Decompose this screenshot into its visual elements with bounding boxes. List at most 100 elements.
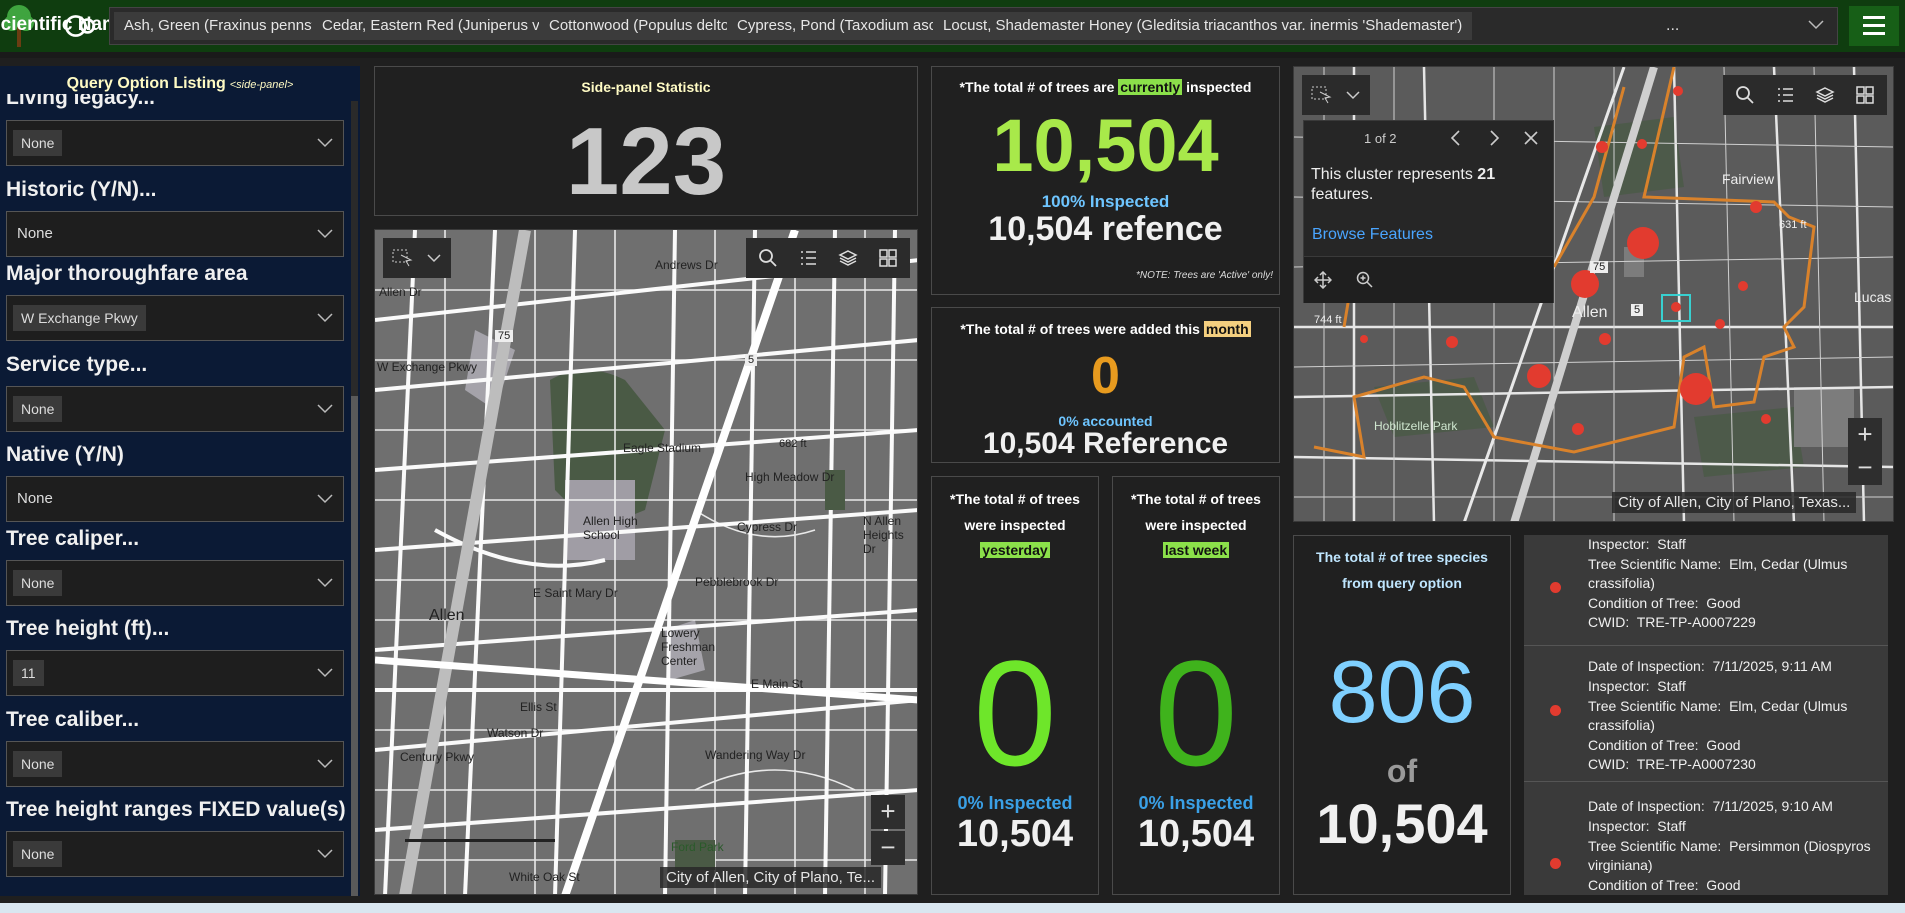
list-item[interactable]: Date of Inspection: 7/11/2025, 9:11 AM I… <box>1524 651 1888 782</box>
header-shadow <box>0 52 1905 58</box>
map-label: Ford Park <box>671 840 724 854</box>
search-icon[interactable] <box>758 248 778 268</box>
filter-select-living-legacy[interactable]: None <box>6 120 344 166</box>
list-item[interactable]: Inspector: Staff Tree Scientific Name: E… <box>1524 535 1888 646</box>
filter-value: W Exchange Pkwy <box>13 305 146 331</box>
filter-value: None <box>13 570 63 596</box>
layers-icon[interactable] <box>1815 85 1835 105</box>
stat-percent: 0% Inspected <box>1138 793 1254 813</box>
zoom-out-button[interactable]: − <box>871 831 905 865</box>
map-select-tool[interactable] <box>1302 75 1370 115</box>
chevron-down-icon <box>317 404 333 414</box>
stat-percent: 0% Inspected <box>957 793 1073 813</box>
filter-select-caliber[interactable]: None <box>6 741 344 787</box>
map-label: Allen Dr <box>379 285 422 299</box>
filter-label: Tree caliper... <box>6 527 140 550</box>
map-label: Ellis St <box>520 700 557 714</box>
zoom-out-button[interactable]: − <box>1848 451 1882 485</box>
pan-icon[interactable] <box>1314 271 1332 289</box>
legend-list-icon[interactable] <box>1775 85 1795 105</box>
map-label: Fairview <box>1722 171 1775 187</box>
card-title-line1: The total # of tree species <box>1316 549 1488 565</box>
scrollbar-thumb[interactable] <box>351 396 358 896</box>
map-left[interactable]: Allen Allen High School Eagle Stadium Lo… <box>374 229 918 895</box>
hamburger-line <box>1863 32 1885 35</box>
card-title-line1: *The total # of trees <box>950 491 1080 507</box>
stat-reference: 10,504 Reference <box>982 427 1229 460</box>
map-toolbar <box>1723 75 1887 115</box>
filter-select-height[interactable]: 11 <box>6 650 344 696</box>
map-label: W Exchange Pkwy <box>377 360 478 374</box>
side-panel-statistic-card: Side-panel Statistic 123 <box>374 66 918 216</box>
filter-value: None <box>17 225 53 242</box>
scientific-name-select[interactable]: Ash, Green (Fraxinus pennsylvanica) Ceda… <box>109 7 1838 45</box>
feature-cwid: CWID: TRE-TP-A0007230 <box>1588 756 1756 772</box>
currently-inspected-card: *The total # of trees are currently insp… <box>931 66 1280 295</box>
filter-select-caliper[interactable]: None <box>6 560 344 606</box>
next-icon[interactable] <box>1487 129 1501 147</box>
card-title: *The total # of trees were added this mo… <box>960 321 1251 337</box>
chevron-down-icon[interactable] <box>1346 91 1360 100</box>
zoom-in-button[interactable]: + <box>871 795 905 829</box>
map-attribution[interactable]: City of Allen, City of Plano, Te... <box>660 867 881 888</box>
filter-label: Tree height (ft)... <box>6 617 170 640</box>
card-title-line2: were inspected <box>964 517 1066 533</box>
feature-date: Date of Inspection: 7/11/2025, 9:11 AM <box>1588 658 1832 674</box>
filter-select-historic[interactable]: None <box>6 211 344 257</box>
filter-select-service-type[interactable]: None <box>6 386 344 432</box>
species-card: The total # of tree species from query o… <box>1293 535 1511 895</box>
map-right-canvas[interactable] <box>1294 67 1894 522</box>
map-label: Wandering Way Dr <box>705 748 806 762</box>
card-highlight: yesterday <box>980 542 1050 558</box>
filter-label: Historic (Y/N)... <box>6 178 157 201</box>
map-label: Allen <box>429 607 465 624</box>
list-item[interactable]: Date of Inspection: 7/11/2025, 9:10 AM I… <box>1524 790 1888 895</box>
stat-value: 0 <box>973 629 1057 797</box>
edit-icon[interactable] <box>64 10 96 42</box>
popup-actions <box>1304 256 1553 303</box>
map-left-canvas[interactable] <box>375 230 918 895</box>
map-attribution[interactable]: City of Allen, City of Plano, Texas... <box>1612 492 1857 513</box>
stat-value: 123 <box>565 108 727 215</box>
inspected-last-week-card: *The total # of trees were inspected las… <box>1112 476 1280 895</box>
scale-bar <box>405 839 555 842</box>
filter-select-native[interactable]: None <box>6 476 344 522</box>
map-label: E Main St <box>751 677 804 691</box>
highway-shield: 5 <box>1631 304 1644 316</box>
browse-features-link[interactable]: Browse Features <box>1312 226 1433 243</box>
filter-label: Service type... <box>6 353 148 376</box>
select-area-icon[interactable] <box>1310 85 1332 105</box>
menu-button[interactable] <box>1849 6 1899 46</box>
stat-total: 10,504 <box>1316 792 1488 855</box>
chevron-down-icon[interactable] <box>1808 20 1824 30</box>
zoom-in-button[interactable]: + <box>1848 418 1882 452</box>
filter-select-height-ranges[interactable]: None <box>6 831 344 877</box>
map-label: White Oak St <box>509 870 580 884</box>
legend-list-icon[interactable] <box>798 248 818 268</box>
feature-condition: Condition of Tree: Good <box>1588 877 1741 893</box>
filter-select-thoroughfare[interactable]: W Exchange Pkwy <box>6 295 344 341</box>
zoom-to-icon[interactable] <box>1356 271 1374 289</box>
basemap-gallery-icon[interactable] <box>1855 85 1875 105</box>
chevron-down-icon <box>317 229 333 239</box>
select-area-icon[interactable] <box>391 248 413 268</box>
side-panel: Query Option Listing <side-panel> Living … <box>0 66 360 896</box>
previous-icon[interactable] <box>1449 129 1463 147</box>
filter-value: None <box>17 490 53 507</box>
map-label: Eagle Stadium <box>623 441 702 455</box>
feature-marker-icon <box>1550 705 1561 716</box>
chip-item[interactable]: Locust, Shademaster Honey (Gleditsia tri… <box>933 12 1473 40</box>
highway-shield: 75 <box>495 330 514 342</box>
chevron-down-icon[interactable] <box>427 254 441 263</box>
chevron-down-icon <box>317 759 333 769</box>
map-select-tool[interactable] <box>383 238 451 278</box>
feature-inspector: Inspector: Staff <box>1588 818 1686 834</box>
map-label: Allen <box>1572 304 1608 321</box>
search-icon[interactable] <box>1735 85 1755 105</box>
layers-icon[interactable] <box>838 248 858 268</box>
hamburger-icon <box>1863 16 1885 19</box>
close-icon[interactable] <box>1522 129 1540 147</box>
filter-value: 11 <box>13 660 44 686</box>
basemap-gallery-icon[interactable] <box>878 248 898 268</box>
stat-reference: 10,504 refence <box>988 210 1223 248</box>
